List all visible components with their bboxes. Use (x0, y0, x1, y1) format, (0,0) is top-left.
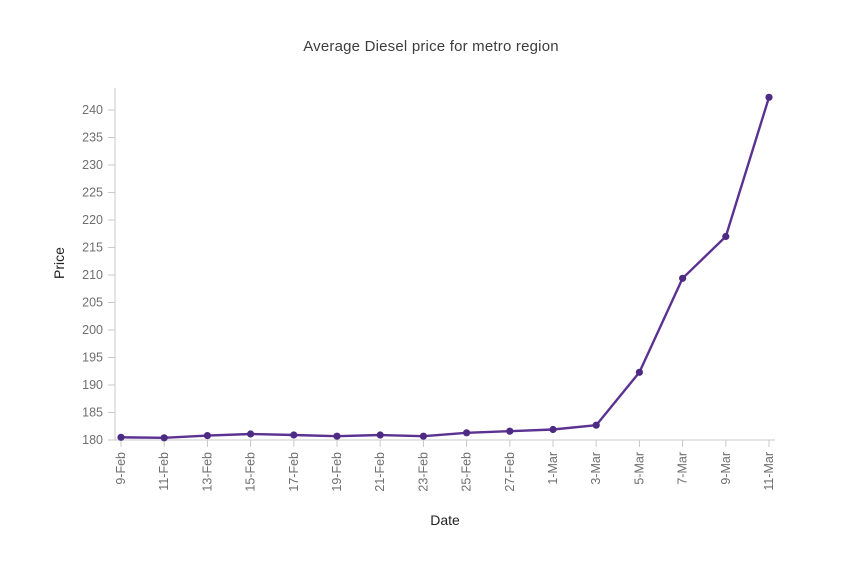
x-tick-label: 11-Feb (157, 452, 171, 491)
data-point[interactable] (635, 368, 644, 376)
y-tick-label: 185 (82, 406, 103, 420)
x-tick-label: 27-Feb (503, 452, 517, 492)
data-point[interactable] (463, 429, 471, 437)
price-line (119, 96, 771, 439)
data-point[interactable] (160, 434, 168, 442)
data-point[interactable] (679, 274, 687, 282)
x-tick-label: 21-Feb (373, 452, 387, 492)
data-point[interactable] (117, 433, 125, 441)
x-tick-label: 13-Feb (200, 452, 214, 492)
y-tick-label: 220 (82, 213, 103, 227)
data-point[interactable] (247, 430, 255, 438)
data-point[interactable] (592, 421, 600, 429)
data-point[interactable] (203, 432, 211, 440)
y-tick-label: 235 (82, 131, 103, 145)
x-axis-title: Date (430, 512, 460, 528)
data-point[interactable] (722, 232, 730, 241)
y-tick-label: 225 (82, 186, 103, 200)
data-point[interactable] (376, 431, 384, 439)
x-tick-label: 11-Mar (762, 452, 776, 491)
x-tick-label: 9-Feb (114, 452, 128, 485)
data-point[interactable] (419, 432, 427, 440)
y-tick-label: 200 (82, 323, 103, 337)
y-tick-label: 180 (82, 433, 103, 447)
data-point[interactable] (765, 93, 773, 101)
x-tick-label: 19-Feb (330, 452, 344, 492)
y-tick-label: 205 (82, 296, 103, 310)
chart-title: Average Diesel price for metro region (303, 38, 559, 55)
x-tick-label: 25-Feb (460, 452, 474, 492)
y-tick-label: 190 (82, 378, 103, 392)
x-tick-label: 1-Mar (546, 452, 560, 485)
x-tick-label: 23-Feb (416, 452, 430, 492)
x-tick-label: 17-Feb (287, 452, 301, 492)
y-tick-label: 230 (82, 158, 103, 172)
x-tick-label: 5-Mar (632, 452, 646, 485)
y-tick-label: 215 (82, 241, 103, 255)
data-point[interactable] (290, 431, 298, 439)
data-point[interactable] (333, 432, 341, 440)
data-point[interactable] (506, 427, 514, 435)
x-tick-label: 15-Feb (244, 452, 258, 492)
y-tick-label: 195 (82, 351, 103, 365)
y-tick-label: 210 (82, 268, 103, 282)
x-tick-label: 3-Mar (589, 452, 603, 485)
y-tick-label: 240 (82, 103, 103, 117)
x-tick-label: 9-Mar (719, 452, 733, 485)
x-tick-label: 7-Mar (676, 452, 690, 485)
data-point[interactable] (549, 425, 557, 434)
